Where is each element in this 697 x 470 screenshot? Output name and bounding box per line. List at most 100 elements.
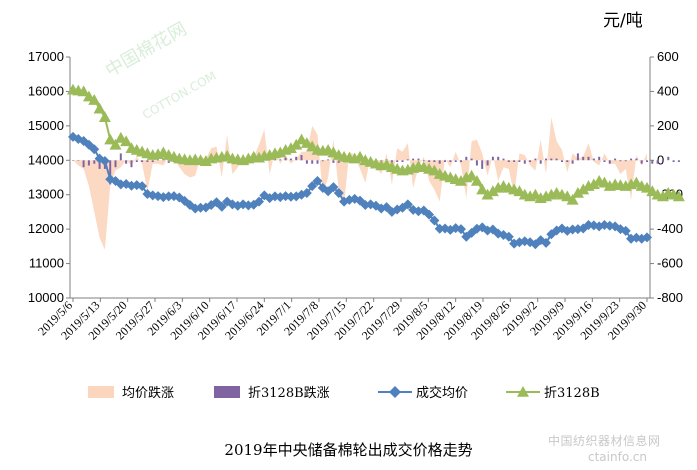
point-3128b	[476, 183, 489, 195]
bar-3128b-change	[114, 160, 117, 168]
point-3128b	[577, 183, 590, 195]
bar-3128b-change	[614, 158, 617, 161]
point-3128b	[93, 102, 106, 114]
legend-label: 折3128B	[544, 386, 600, 401]
legend-swatch-marker	[517, 386, 529, 397]
left-tick-label: 10000	[28, 290, 64, 305]
point-3128b	[284, 142, 297, 154]
bar-3128b-change	[576, 153, 579, 161]
point-avg-price	[312, 175, 323, 186]
bar-3128b-change	[396, 160, 399, 162]
point-avg-price	[620, 225, 631, 236]
bar-3128b-change	[486, 160, 489, 166]
point-avg-price	[216, 201, 227, 212]
bar-3128b-change	[571, 160, 574, 164]
legend-swatch-area	[88, 386, 114, 398]
right-tick-label: 400	[657, 83, 679, 98]
bar-3128b-change	[77, 160, 80, 161]
point-3128b	[88, 94, 101, 105]
bar-3128b-change	[82, 160, 85, 168]
right-tick-label: 200	[657, 118, 679, 133]
bar-3128b-change	[433, 160, 436, 162]
point-3128b	[571, 186, 584, 198]
bar-3128b-change	[444, 160, 446, 162]
bar-3128b-change	[465, 156, 468, 161]
right-tick-label: -600	[657, 256, 683, 271]
bar-3128b-change	[321, 160, 324, 162]
bar-3128b-change	[656, 160, 659, 164]
bar-3128b-change	[98, 160, 101, 169]
chart-title: 2019年中央储备棉轮出成交价格走势	[224, 441, 473, 459]
bar-3128b-change	[141, 160, 144, 162]
bar-3128b-change	[406, 159, 409, 161]
left-tick-label: 12000	[28, 221, 64, 236]
point-3128b	[481, 188, 494, 200]
point-3128b	[587, 178, 600, 190]
bar-3128b-change	[555, 158, 558, 161]
point-avg-price	[89, 144, 100, 155]
bar-3128b-change	[497, 156, 500, 161]
point-3128b	[454, 174, 467, 186]
bar-3128b-change	[518, 160, 521, 162]
bar-3128b-change	[587, 156, 590, 161]
point-3128b	[672, 190, 685, 202]
point-avg-price	[99, 155, 110, 166]
bar-3128b-change	[311, 160, 314, 164]
legend-label: 成交均价	[416, 385, 468, 401]
bar-3128b-change	[130, 160, 133, 168]
point-3128b	[656, 190, 669, 202]
point-3128b	[465, 169, 478, 181]
point-3128b	[104, 133, 117, 145]
bar-3128b-change	[502, 158, 505, 161]
bar-3128b-change	[651, 160, 654, 164]
left-tick-label: 11000	[29, 256, 64, 271]
right-tick-label: 600	[657, 49, 679, 64]
bar-3128b-change	[417, 158, 420, 161]
bar-3128b-change	[603, 160, 606, 162]
bar-3128b-change	[454, 160, 457, 162]
legend-swatch-marker	[389, 386, 401, 398]
bar-3128b-change	[523, 160, 526, 164]
bar-3128b-change	[672, 160, 675, 162]
point-3128b	[77, 85, 90, 97]
bar-3128b-change	[401, 160, 404, 162]
bar-3128b-change	[550, 158, 553, 161]
bar-3128b-change	[460, 160, 462, 162]
bar-3128b-change	[619, 160, 622, 162]
bar-3128b-change	[125, 160, 128, 164]
bar-3128b-change	[513, 160, 516, 162]
point-3128b	[109, 138, 122, 150]
bar-3128b-change	[624, 160, 627, 162]
point-avg-price	[381, 202, 392, 213]
bar-3128b-change	[412, 158, 415, 161]
bar-3128b-change	[640, 160, 643, 164]
point-avg-price	[424, 209, 435, 220]
bar-3128b-change	[327, 159, 330, 161]
bar-3128b-change	[507, 160, 510, 162]
bar-3128b-change	[677, 160, 680, 162]
bar-3128b-change	[87, 160, 90, 166]
point-3128b	[486, 185, 499, 197]
bar-3128b-change	[295, 156, 298, 161]
bar-3128b-change	[449, 160, 452, 162]
point-avg-price	[307, 181, 318, 192]
bar-3128b-change	[305, 160, 308, 164]
bar-3128b-change	[438, 160, 441, 164]
bar-3128b-change	[422, 160, 425, 162]
bar-3128b-change	[289, 158, 292, 161]
bar-3128b-change	[109, 160, 112, 185]
point-avg-price	[328, 182, 339, 193]
point-avg-price	[402, 199, 413, 210]
legend-swatch-bar	[214, 386, 240, 398]
bar-3128b-change	[592, 158, 595, 161]
point-3128b	[470, 174, 483, 186]
point-avg-price	[333, 187, 344, 198]
bar-3128b-change	[646, 160, 648, 162]
point-avg-price	[541, 237, 552, 248]
bar-3128b-change	[284, 157, 287, 161]
bar-3128b-change	[529, 160, 532, 162]
bar-3128b-change	[470, 158, 473, 161]
bar-3128b-change	[146, 160, 149, 162]
left-tick-label: 15000	[28, 118, 64, 133]
